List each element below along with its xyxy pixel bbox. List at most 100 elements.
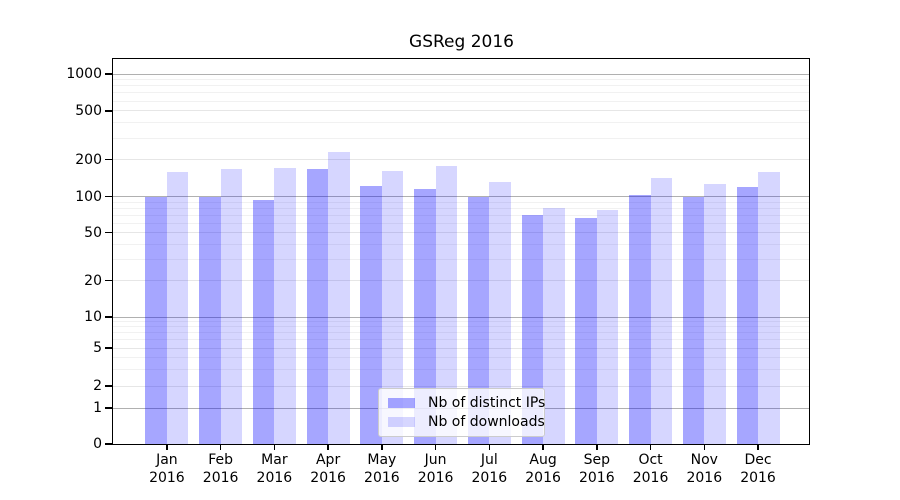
y-minor-gridline-600 — [113, 100, 810, 102]
y-minor-gridline-700 — [113, 92, 810, 94]
y-tick-label-20: 20 — [84, 272, 102, 289]
bar-downloads-nov — [704, 184, 726, 444]
x-tick-jun — [434, 445, 437, 450]
y-tick-1000 — [105, 73, 112, 75]
y-minor-gridline-800 — [113, 85, 810, 87]
bar-downloads-may — [381, 171, 404, 444]
y-minor-gridline-30 — [113, 259, 810, 260]
legend-swatch-ips — [388, 398, 415, 408]
y-minor-gridline-3 — [113, 368, 810, 370]
legend: Nb of distinct IPs Nb of downloads — [378, 388, 545, 437]
x-tick-feb — [219, 445, 222, 450]
y-tick-label-1: 1 — [93, 400, 102, 416]
y-gridline-100 — [113, 196, 810, 197]
bar-ips-dec — [736, 187, 759, 444]
y-tick-10 — [105, 316, 112, 318]
bar-downloads-oct — [650, 177, 673, 444]
y-gridline-10 — [113, 316, 810, 318]
y-minor-gridline-9 — [113, 321, 810, 323]
y-tick-0 — [105, 443, 112, 445]
legend-label-downloads: Nb of downloads — [428, 413, 545, 430]
x-tick-label-feb: Feb 2016 — [202, 452, 239, 486]
x-tick-jan — [166, 445, 168, 450]
x-tick-label-jun: Jun 2016 — [417, 452, 454, 486]
y-gridline-200 — [113, 159, 810, 161]
x-tick-mar — [273, 445, 276, 450]
x-tick-label-dec: Dec 2016 — [740, 452, 776, 486]
x-tick-nov — [703, 445, 705, 450]
y-tick-label-0: 0 — [93, 436, 102, 452]
y-gridline-5 — [113, 347, 810, 349]
y-minor-gridline-4 — [113, 356, 810, 358]
y-minor-gridline-7 — [113, 332, 810, 334]
y-minor-gridline-70 — [113, 214, 810, 216]
y-tick-label-5: 5 — [93, 340, 102, 356]
bar-ips-mar — [252, 199, 275, 444]
x-tick-dec — [757, 445, 759, 450]
y-tick-20 — [105, 280, 112, 282]
legend-row-ips: Nb of distinct IPs — [388, 394, 546, 411]
x-tick-label-oct: Oct 2016 — [632, 452, 669, 486]
x-tick-oct — [649, 445, 652, 450]
y-minor-gridline-400 — [113, 122, 810, 124]
x-tick-label-jul: Jul 2016 — [471, 452, 508, 486]
y-tick-label-50: 50 — [84, 224, 102, 241]
y-minor-gridline-80 — [113, 207, 810, 209]
x-tick-jul — [488, 445, 491, 450]
x-tick-label-aug: Aug 2016 — [525, 452, 561, 486]
x-tick-label-nov: Nov 2016 — [686, 452, 723, 486]
y-gridline-20 — [113, 280, 810, 282]
bar-downloads-jan — [166, 171, 189, 444]
y-minor-gridline-8 — [113, 326, 810, 328]
legend-swatch-downloads — [388, 417, 415, 427]
y-minor-gridline-300 — [113, 137, 810, 139]
bar-downloads-mar — [274, 168, 296, 444]
bar-ips-aug — [521, 215, 544, 444]
y-gridline-50 — [113, 232, 810, 234]
y-gridline-1000 — [113, 73, 810, 75]
x-tick-aug — [542, 445, 544, 450]
y-tick-2 — [105, 385, 112, 387]
bar-ips-feb — [199, 197, 221, 444]
bar-ips-nov — [682, 196, 705, 444]
x-tick-label-sep: Sep 2016 — [578, 452, 615, 486]
y-tick-label-1000: 1000 — [66, 66, 102, 82]
y-tick-200 — [105, 158, 112, 161]
x-tick-sep — [596, 445, 598, 450]
bar-downloads-dec — [758, 172, 780, 444]
legend-label-ips: Nb of distinct IPs — [428, 394, 546, 411]
y-tick-100 — [105, 195, 112, 198]
bar-downloads-jul — [489, 182, 511, 444]
x-tick-label-jan: Jan 2016 — [149, 452, 185, 486]
chart-title: GSReg 2016 — [409, 32, 514, 52]
y-minor-gridline-90 — [113, 201, 810, 203]
bar-downloads-apr — [328, 152, 350, 444]
y-gridline-500 — [113, 110, 810, 112]
y-minor-gridline-40 — [113, 243, 810, 245]
y-tick-label-500: 500 — [75, 102, 102, 119]
y-tick-label-10: 10 — [84, 309, 102, 325]
x-tick-label-apr: Apr 2016 — [310, 452, 346, 486]
y-gridline-2 — [113, 385, 810, 387]
y-tick-5 — [105, 347, 112, 349]
bar-ips-apr — [306, 169, 329, 444]
y-minor-gridline-60 — [113, 222, 810, 224]
x-tick-label-may: May 2016 — [364, 452, 400, 486]
bar-ips-oct — [629, 194, 651, 444]
bar-downloads-jun — [435, 165, 458, 444]
y-tick-label-2: 2 — [93, 378, 102, 394]
bar-ips-sep — [575, 218, 597, 444]
bar-ips-jun — [414, 189, 436, 444]
y-tick-label-100: 100 — [75, 188, 102, 205]
y-minor-gridline-6 — [113, 339, 810, 341]
y-minor-gridline-900 — [113, 79, 810, 81]
y-tick-label-200: 200 — [75, 151, 102, 168]
bar-ips-jul — [467, 196, 490, 444]
bar-ips-may — [360, 185, 382, 444]
bar-downloads-feb — [220, 168, 243, 444]
x-tick-label-mar: Mar 2016 — [256, 452, 293, 486]
bar-ips-jan — [145, 196, 167, 444]
y-tick-500 — [105, 110, 112, 112]
bar-downloads-aug — [543, 207, 565, 444]
